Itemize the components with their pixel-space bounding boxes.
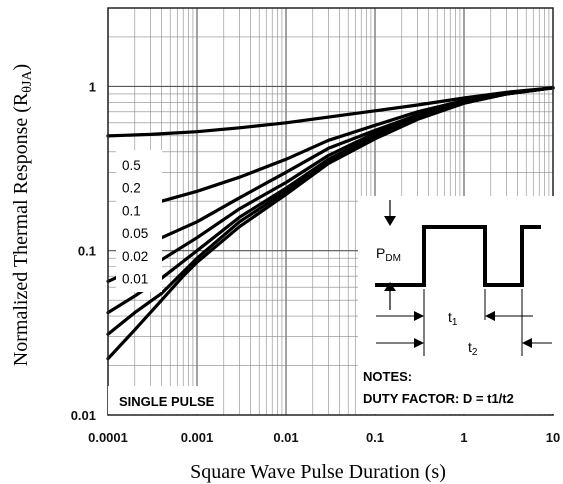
x-tick-label: 0.0001 — [88, 430, 128, 445]
y-axis-title: Normalized Thermal Response (RθJA) — [10, 64, 35, 366]
single-pulse-box — [108, 386, 223, 414]
x-tick-label: 0.001 — [181, 430, 214, 445]
duty-label-0-01: 0.01 — [122, 272, 148, 287]
pdm-label: PDM — [376, 245, 401, 264]
notes-duty-factor: DUTY FACTOR: D = t1/t2 — [363, 391, 514, 406]
t2-left-arrowhead — [414, 338, 424, 348]
duty-label-box — [116, 150, 162, 292]
x-tick-label: 10 — [546, 430, 560, 445]
pdm-top-arrowhead — [384, 216, 396, 226]
curve-single-pulse — [106, 86, 555, 361]
curve-0.5 — [106, 86, 555, 138]
t2-label: t2 — [468, 339, 478, 358]
notes-inset: PDM t1 t2 NOTES: DUTY FACTOR: D = t1/t2 — [358, 196, 556, 414]
x-tick-label: 1 — [460, 430, 467, 445]
t2-right-arrowhead — [522, 338, 532, 348]
duty-label-0-1: 0.1 — [122, 203, 141, 218]
pdm-bottom-arrowhead — [384, 282, 396, 291]
x-tick-label: 0.1 — [366, 430, 384, 445]
pulse-waveform — [375, 225, 541, 287]
single-pulse-label: SINGLE PULSE — [119, 394, 215, 409]
notes-title: NOTES: — [363, 369, 412, 384]
t1-label: t1 — [448, 309, 458, 328]
duty-label-0-5: 0.5 — [122, 158, 141, 173]
curve-low-end-9 — [106, 291, 164, 336]
t1-left-arrowhead — [414, 311, 424, 321]
y-tick-label: 1 — [89, 79, 96, 94]
t1-right-arrowhead — [485, 311, 495, 321]
x-tick-label: 0.01 — [273, 430, 298, 445]
tick-labels: 0.0001 0.001 0.01 0.1 1 10 0.01 0.1 1 — [71, 79, 561, 445]
x-axis-title: Square Wave Pulse Duration (s) — [190, 461, 446, 483]
duty-labels: 0.5 0.2 0.1 0.05 0.02 0.01 — [122, 158, 148, 287]
y-tick-label: 0.1 — [78, 244, 96, 259]
duty-label-0-2: 0.2 — [122, 181, 141, 196]
duty-label-0-02: 0.02 — [122, 249, 148, 264]
duty-label-0-05: 0.05 — [122, 226, 148, 241]
y-tick-label: 0.01 — [71, 408, 96, 423]
